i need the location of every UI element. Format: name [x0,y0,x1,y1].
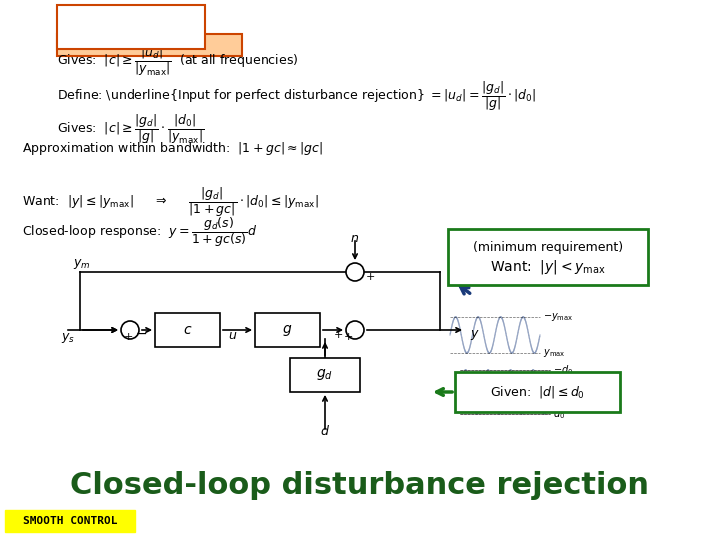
Text: $+$: $+$ [333,329,343,341]
Text: $y_m$: $y_m$ [73,257,91,271]
Text: (minimum requirement): (minimum requirement) [473,240,623,253]
Text: SMOOTH CONTROL: SMOOTH CONTROL [23,516,117,526]
Text: $+$: $+$ [343,331,353,342]
Text: Define: \underline{Input for perfect disturbance rejection} $= |u_d| = \dfrac{|g: Define: \underline{Input for perfect dis… [57,79,536,113]
Bar [255,313,320,347]
Circle shape [346,321,364,339]
Text: Closed-loop response:  $y = \dfrac{g_d(s)}{1+gc(s)}d$: Closed-loop response: $y = \dfrac{g_d(s)… [22,215,257,249]
Text: $-$: $-$ [135,326,147,340]
Text: $+$: $+$ [123,331,133,342]
Text: Gives:  $|c| \geq \dfrac{|u_d|}{|y_{\mathrm{max}}|}$  (at all frequencies): Gives: $|c| \geq \dfrac{|u_d|}{|y_{\math… [57,44,298,78]
Text: $y_s$: $y_s$ [61,331,75,345]
Text: $+$: $+$ [365,271,375,282]
Text: Want:  $|y| < y_{\mathrm{max}}$: Want: $|y| < y_{\mathrm{max}}$ [490,258,606,276]
Text: $-y_{\mathrm{max}}$: $-y_{\mathrm{max}}$ [543,311,574,323]
Text: $-d_0$: $-d_0$ [553,363,573,377]
Text: $d$: $d$ [320,424,330,438]
Bar [448,229,648,285]
Text: $y$: $y$ [470,328,480,342]
Bar [5,510,135,532]
Bar [290,358,360,392]
Text: Want:  $|y| \leq |y_{\mathrm{max}}|$     $\Rightarrow$     $\dfrac{|g_d|}{|1+gc|: Want: $|y| \leq |y_{\mathrm{max}}|$ $\Ri… [22,185,319,219]
Circle shape [121,321,139,339]
Circle shape [346,263,364,281]
Bar [155,313,220,347]
Bar [57,34,242,56]
Text: $y_{\mathrm{max}}$: $y_{\mathrm{max}}$ [543,347,566,359]
Bar [57,5,205,49]
Text: Gives:  $|c| \geq \dfrac{|g_d|}{|g|} \cdot \dfrac{|d_0|}{|y_{\mathrm{max}}|}$: Gives: $|c| \geq \dfrac{|g_d|}{|g|} \cdo… [57,112,204,146]
Text: $n$: $n$ [351,232,359,245]
Text: Approximation within bandwidth:  $|1 + gc| \approx |gc|$: Approximation within bandwidth: $|1 + gc… [22,140,323,157]
Text: $u$: $u$ [228,329,238,342]
Bar [455,372,620,412]
Text: $d_0$: $d_0$ [553,407,565,421]
Text: Closed-loop disturbance rejection: Closed-loop disturbance rejection [71,470,649,500]
Text: $g_d$: $g_d$ [317,368,333,382]
Text: $g$: $g$ [282,322,292,338]
Text: Given:  $|d| \leq d_0$: Given: $|d| \leq d_0$ [490,384,585,400]
Text: $c$: $c$ [183,323,192,337]
